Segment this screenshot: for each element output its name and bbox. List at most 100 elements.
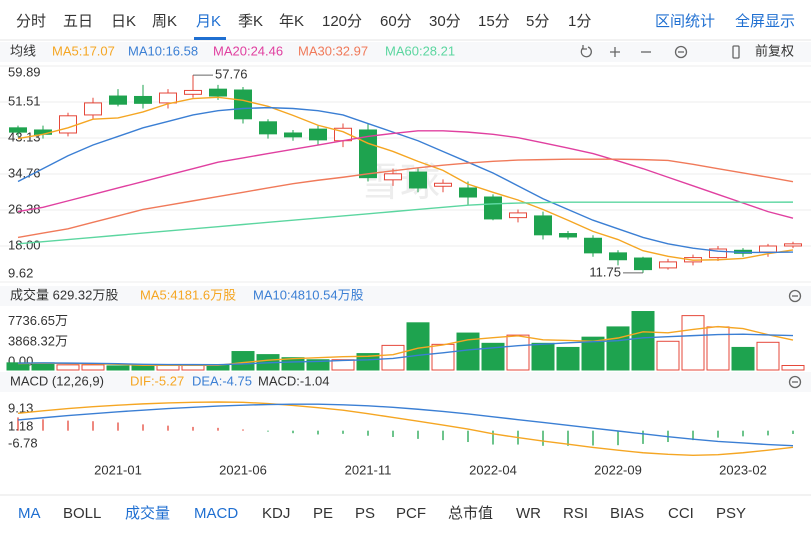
- candle-body: [284, 132, 302, 138]
- tab[interactable]: 1分: [568, 13, 591, 30]
- ma-line: [17, 106, 794, 254]
- candle-body: [559, 233, 577, 238]
- y-tick-label: 9.13: [8, 400, 33, 415]
- legend-label: MACD:-1.04: [258, 373, 330, 388]
- y-tick-label: -6.78: [8, 435, 38, 450]
- tab-action[interactable]: 全屏显示: [735, 12, 795, 30]
- indicator-tab[interactable]: PE: [313, 505, 333, 522]
- candle-body: [784, 243, 802, 247]
- collapse-icon[interactable]: [788, 289, 802, 303]
- candle-body: [234, 89, 252, 120]
- indicator-tab[interactable]: BOLL: [63, 505, 101, 522]
- candle-body: [384, 173, 402, 181]
- zoom-in-icon[interactable]: [610, 47, 620, 57]
- volume-bar: [481, 342, 505, 371]
- volume-bar: [506, 334, 530, 371]
- volume-ma-line: [17, 325, 794, 367]
- indicator-tab[interactable]: WR: [516, 505, 541, 522]
- panel-title: 均线: [10, 43, 36, 58]
- header-strip: [0, 286, 811, 306]
- candle-body: [209, 88, 227, 97]
- tab[interactable]: 分时: [16, 13, 46, 30]
- candle-body: [759, 245, 777, 253]
- indicator-tab[interactable]: MA: [18, 505, 41, 522]
- tab[interactable]: 120分: [322, 13, 362, 30]
- header-strip: [0, 42, 811, 62]
- x-tick-label: 2022-09: [594, 462, 642, 477]
- candle-body: [159, 92, 177, 104]
- tab[interactable]: 30分: [429, 13, 461, 30]
- y-tick-label: 18.00: [8, 237, 41, 252]
- volume-bar: [281, 357, 305, 371]
- x-tick-label: 2022-04: [469, 462, 517, 477]
- volume-bar: [581, 336, 605, 371]
- candle-body: [59, 115, 77, 134]
- tab[interactable]: 60分: [380, 13, 412, 30]
- x-tick-label: 2021-06: [219, 462, 267, 477]
- indicator-tab[interactable]: PSY: [716, 505, 746, 522]
- candle-body: [84, 102, 102, 116]
- tab[interactable]: 15分: [478, 13, 510, 30]
- candle-body: [584, 237, 602, 254]
- legend-label: DEA:-4.75: [192, 373, 252, 388]
- ma-line: [17, 158, 794, 239]
- ma-line: [17, 130, 794, 219]
- legend-label: MA10:4810.54万股: [253, 287, 364, 302]
- candle-body: [609, 252, 627, 261]
- indicator-tab[interactable]: RSI: [563, 505, 588, 522]
- indicator-tab[interactable]: PS: [355, 505, 375, 522]
- volume-ma-line: [17, 333, 794, 366]
- tab-action[interactable]: 区间统计: [655, 13, 715, 30]
- volume-bar: [706, 326, 730, 371]
- candle-icon[interactable]: [732, 45, 740, 59]
- ma-line: [17, 201, 794, 245]
- tab[interactable]: 季K: [238, 13, 263, 30]
- candle-body: [534, 215, 552, 236]
- indicator-tab[interactable]: CCI: [668, 505, 694, 522]
- x-tick-label: 2021-01: [94, 462, 142, 477]
- tab-underline: [194, 37, 226, 40]
- tab[interactable]: 五日: [63, 13, 93, 30]
- tab[interactable]: 日K: [111, 13, 136, 30]
- y-tick-label: 51.51: [8, 93, 41, 108]
- volume-bar: [106, 365, 130, 371]
- tab[interactable]: 年K: [279, 13, 304, 30]
- volume-bar: [656, 340, 680, 371]
- legend-label: MA5:4181.6万股: [140, 287, 236, 302]
- candle-body: [259, 121, 277, 135]
- toolbar-icons[interactable]: [580, 45, 802, 389]
- candle-body: [459, 187, 477, 198]
- x-tick-label: 2023-02: [719, 462, 767, 477]
- y-tick-label: 34.76: [8, 165, 41, 180]
- low-label: 11.75: [589, 264, 621, 279]
- tab[interactable]: 周K: [152, 13, 177, 30]
- indicator-tab[interactable]: BIAS: [610, 505, 644, 522]
- ma-line: [17, 96, 794, 261]
- indicator-tab[interactable]: MACD: [194, 505, 238, 522]
- adjust-label[interactable]: 前复权: [755, 43, 794, 58]
- legend-label: DIF:-5.27: [130, 373, 184, 388]
- indicator-tab[interactable]: PCF: [396, 505, 426, 522]
- tab[interactable]: 月K: [196, 13, 221, 30]
- candle-body: [634, 257, 652, 271]
- volume-bar: [431, 343, 455, 371]
- minus-icon[interactable]: [674, 45, 688, 59]
- candle-body: [184, 89, 202, 95]
- y-tick-label: 3868.32万: [8, 334, 68, 349]
- reset-icon[interactable]: [580, 45, 592, 58]
- indicator-tab[interactable]: KDJ: [262, 505, 290, 522]
- volume-bar: [81, 364, 105, 371]
- indicator-tab[interactable]: 总市值: [448, 505, 493, 522]
- indicator-tab[interactable]: 成交量: [125, 504, 170, 522]
- y-tick-label: 9.62: [8, 265, 33, 280]
- legend-label: MA30:32.97: [298, 43, 368, 58]
- collapse-icon[interactable]: [788, 375, 802, 389]
- candle-body: [509, 212, 527, 219]
- panel-title: 成交量 629.32万股: [10, 287, 118, 302]
- legend-label: MA5:17.07: [52, 43, 115, 58]
- tab[interactable]: 5分: [526, 13, 549, 30]
- candle-body: [659, 261, 677, 269]
- y-tick-label: 7736.65万: [8, 313, 68, 328]
- header-strip: [0, 372, 811, 392]
